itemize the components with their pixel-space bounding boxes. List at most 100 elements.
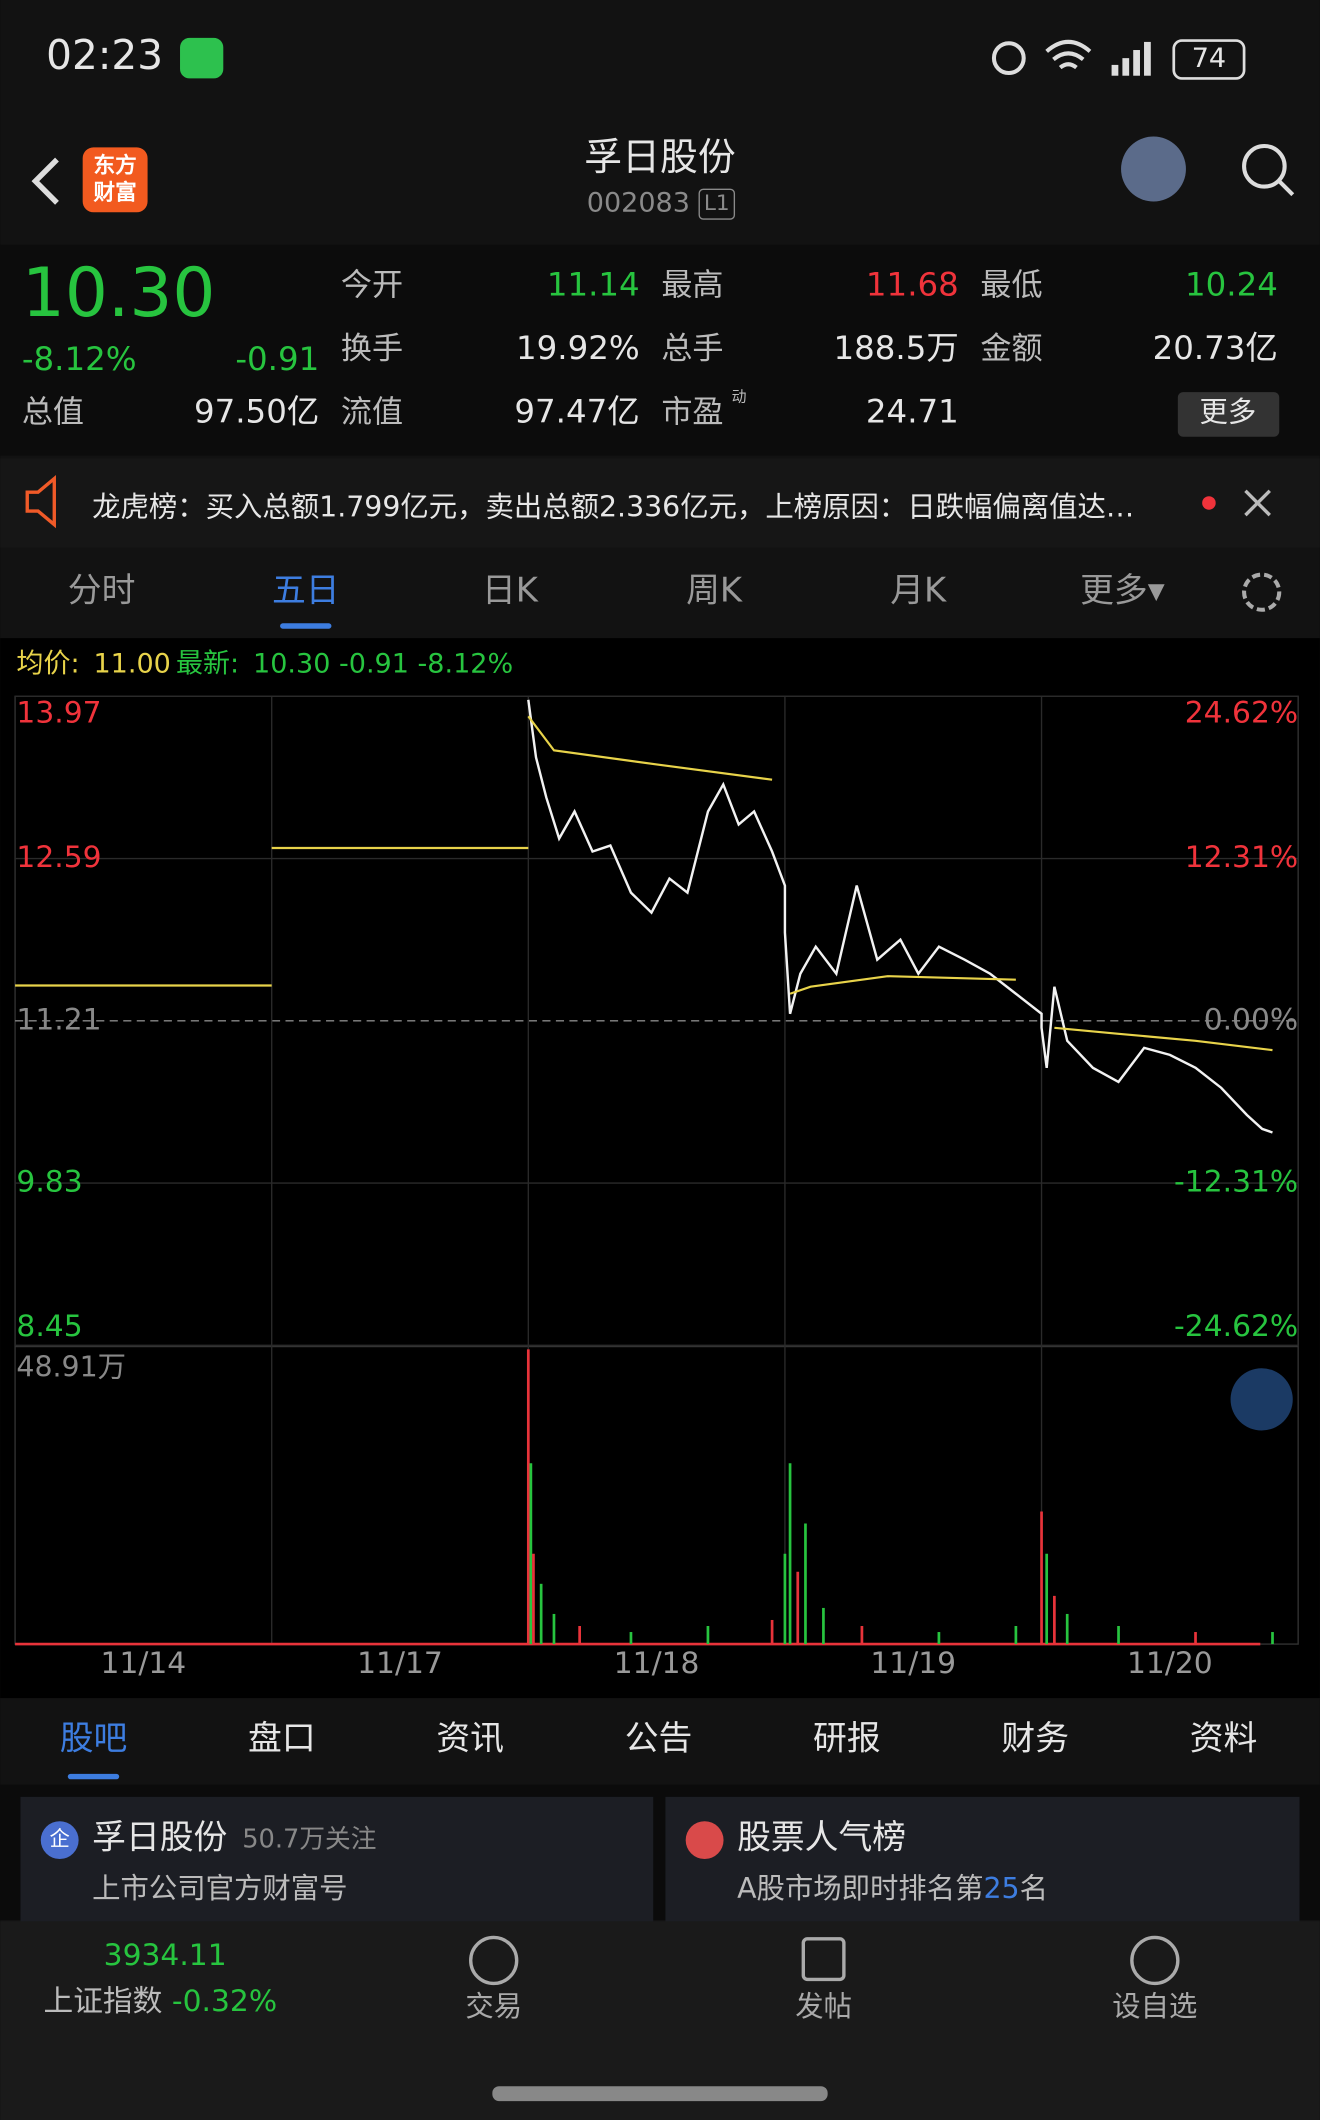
sub-tab[interactable]: 资料: [1190, 1719, 1258, 1758]
tab[interactable]: 分时: [68, 571, 136, 610]
chart-bg: [0, 638, 1320, 1699]
y-tick-label: 11.21: [16, 1002, 101, 1037]
card[interactable]: [20, 1796, 654, 1924]
card-icon: [40, 1821, 79, 1860]
card-title: 孚日股份: [92, 1817, 227, 1856]
y2-tick-label: -12.31%: [1174, 1165, 1298, 1200]
sub-tab[interactable]: 盘口: [248, 1719, 316, 1758]
price: 10.30: [22, 253, 216, 332]
tab[interactable]: 周K: [686, 571, 743, 610]
back-button[interactable]: [31, 157, 59, 205]
speaker-icon: [25, 475, 56, 529]
signal: [1111, 41, 1151, 76]
x-tick-label: 11/19: [870, 1646, 956, 1681]
sub-tab[interactable]: 财务: [1001, 1719, 1069, 1758]
chart: 13.97 12.59 11.21 9.83 8.45 24.62% 12.31% 0.00%…: [14, 695, 1299, 1681]
notice-bar: [0, 458, 1320, 548]
field-value: 20.73亿: [1153, 329, 1278, 367]
y-tick-label: 8.45: [16, 1309, 82, 1344]
y2-tick-label: 0.00%: [1204, 1002, 1298, 1037]
sub-tab[interactable]: 公告: [625, 1719, 693, 1758]
sub-tab[interactable]: 资讯: [436, 1719, 504, 1758]
close-notice[interactable]: [1244, 489, 1271, 517]
settings-button[interactable]: [1242, 572, 1282, 612]
field-label: 换手: [341, 331, 403, 367]
card-icon: [685, 1821, 724, 1860]
quote-fields: 今开 11.14 最高 11.68 最低 10.24 换手 19.92% 总手 188.5万 金额 2…: [22, 266, 1278, 431]
tab-indicator: [280, 623, 332, 629]
tab[interactable]: 更多▾: [1080, 571, 1165, 610]
stock-code: 002083: [587, 188, 690, 219]
field-value: 10.24: [1185, 266, 1278, 304]
watch-icon: [1130, 1935, 1180, 1986]
y2-tick-label: 24.62%: [1185, 695, 1298, 730]
badge-frame: [698, 188, 736, 220]
card-extra: 50.7万关注: [242, 1825, 376, 1855]
quote-panel: [0, 244, 1320, 456]
sub-tab[interactable]: 研报: [813, 1719, 881, 1758]
field-label: 流值: [341, 395, 403, 431]
logo: [82, 147, 148, 213]
field-value: 97.47亿: [514, 393, 639, 431]
card-sub: 上市公司官方财富号: [92, 1872, 347, 1905]
wifi-icon: [1045, 39, 1092, 70]
tab[interactable]: 日K: [482, 571, 539, 610]
tabs: 分时 五日 日K 周K 月K 更多▾: [68, 571, 1165, 629]
sub-tab-bar: [0, 1698, 1320, 1785]
alarm-icon: [991, 41, 1026, 76]
change: -0.91: [235, 340, 319, 378]
clock: 02:23: [46, 31, 163, 79]
battery-level: 74: [1192, 43, 1226, 74]
field-label: 总值: [22, 395, 84, 431]
series-line: [527, 699, 1273, 1134]
card-sub: A股市场即时排名第25名: [737, 1872, 1048, 1905]
rank: 25: [983, 1872, 1019, 1905]
sub-tab[interactable]: 股吧: [60, 1719, 128, 1758]
tab[interactable]: 月K: [890, 571, 947, 610]
post-icon: [801, 1937, 846, 1982]
y2-tick-label: -24.62%: [1174, 1309, 1298, 1344]
unread-dot: [1202, 496, 1216, 510]
notice-text: 龙虎榜：买入总额1.799亿元，卖出总额2.336亿元，上榜原因：日跌幅偏离值达…: [92, 490, 1134, 523]
field-value: 24.71: [866, 393, 959, 431]
volume-max: 48.91万: [16, 1350, 126, 1383]
x-tick-label: 11/14: [101, 1646, 187, 1681]
card[interactable]: [665, 1796, 1300, 1924]
latest-label: 最新:: [176, 649, 239, 680]
assistant-icon[interactable]: [1121, 136, 1186, 202]
expand-button[interactable]: [1230, 1368, 1293, 1431]
avg-label: 均价:: [16, 649, 79, 680]
latest-value: 10.30 -0.91 -8.12%: [253, 649, 513, 680]
y-tick-label: 12.59: [16, 840, 101, 875]
logo-text: 东方: [93, 152, 136, 178]
trade-icon: [469, 1935, 519, 1986]
footer-button[interactable]: 发帖: [795, 1990, 852, 2023]
battery: [1172, 39, 1246, 80]
footer-button[interactable]: 设自选: [1112, 1990, 1197, 2023]
change-pct: -8.12%: [22, 340, 137, 378]
footer-button[interactable]: 交易: [465, 1990, 522, 2023]
field-label: 金额: [980, 331, 1042, 367]
card-suffix: 名: [1020, 1872, 1048, 1905]
badge: L1: [704, 191, 730, 216]
field-label: 总手: [661, 331, 723, 367]
x-tick-label: 11/20: [1127, 1646, 1213, 1681]
more-button[interactable]: [1177, 392, 1280, 437]
logo-text: 财富: [93, 179, 136, 205]
tab[interactable]: 五日: [272, 571, 340, 610]
field-value: 188.5万: [833, 329, 958, 367]
wechat-icon: [180, 37, 224, 79]
field-label: 最低: [980, 268, 1042, 304]
search-handle: [1277, 179, 1295, 197]
y-tick-label: 13.97: [16, 695, 101, 730]
field-sup: 动: [732, 388, 747, 406]
field-label: 今开: [341, 268, 403, 304]
x-tick-label: 11/17: [357, 1646, 443, 1681]
x-tick-label: 11/18: [614, 1646, 700, 1681]
more-label: 更多: [1199, 396, 1256, 429]
search-button[interactable]: [1242, 143, 1287, 189]
field-value: 11.68: [866, 266, 959, 304]
y2-tick-label: 12.31%: [1185, 840, 1298, 875]
field-label: 市盈: [661, 395, 723, 431]
